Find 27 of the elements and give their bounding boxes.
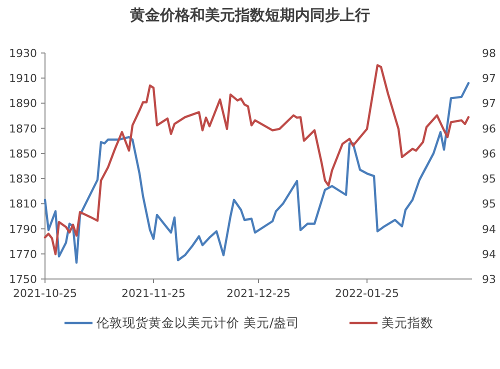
y-tick-label: 1770: [9, 248, 37, 261]
y2-tick-label: 93: [482, 273, 496, 286]
x-tick-label: 2021-12-25: [226, 287, 290, 300]
y-tick-label: 1890: [9, 97, 37, 110]
y-tick-label: 1750: [9, 273, 37, 286]
y2-tick-label: 94: [482, 248, 496, 261]
y-tick-label: 1870: [9, 122, 37, 136]
title: 黄金价格和美元指数短期内同步上行: [130, 6, 370, 24]
y2-tick-label: 96: [482, 122, 496, 136]
legend-label: 美元指数: [382, 315, 434, 330]
x-tick-label: 2022-01-25: [335, 287, 399, 300]
y2-tick-label: 94: [482, 222, 496, 236]
legend-label: 伦敦现货黄金以美元计价 美元/盎司: [96, 315, 300, 330]
y-tick-label: 1930: [9, 47, 37, 60]
y2-tick-label: 97: [482, 97, 496, 110]
x-tick-label: 2021-10-25: [13, 287, 77, 300]
x-tick-label: 2021-11-25: [122, 287, 186, 300]
y-tick-label: 1830: [9, 172, 37, 186]
y2-tick-label: 96: [482, 147, 496, 160]
y-tick-label: 1810: [9, 198, 37, 211]
y-tick-label: 1790: [9, 222, 37, 236]
y2-tick-label: 98: [482, 47, 496, 60]
y2-tick-label: 95: [482, 198, 496, 211]
y2-tick-label: 95: [482, 172, 496, 186]
y2-tick-label: 97: [482, 72, 496, 86]
y-tick-label: 1910: [9, 72, 37, 86]
y-tick-label: 1850: [9, 147, 37, 160]
